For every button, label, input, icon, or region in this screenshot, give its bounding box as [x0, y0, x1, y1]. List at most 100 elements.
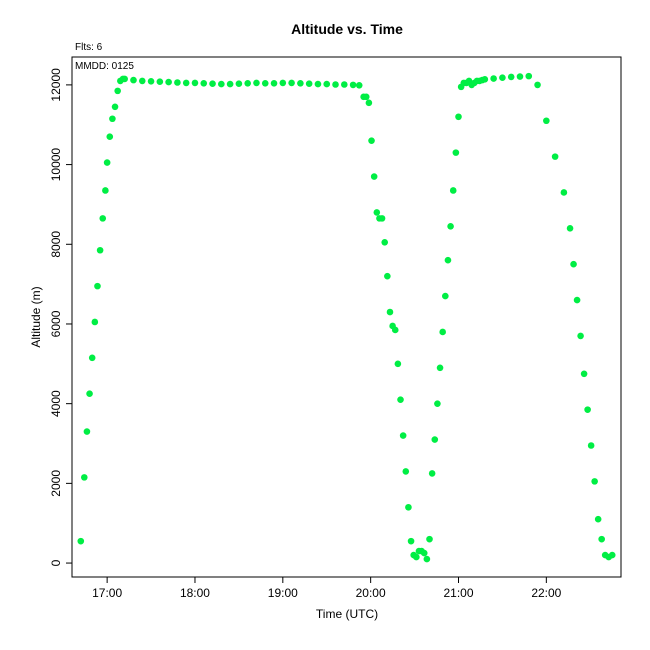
- data-point: [83, 428, 91, 435]
- data-point: [77, 537, 85, 545]
- data-point: [434, 400, 441, 407]
- date-annotation: MMDD: 0125: [75, 61, 134, 72]
- data-point: [442, 292, 449, 300]
- data-point: [99, 215, 107, 222]
- y-tick-label: 0: [49, 559, 63, 566]
- data-point: [130, 76, 137, 84]
- data-point: [551, 153, 559, 160]
- data-point: [226, 80, 234, 88]
- data-point: [355, 81, 363, 89]
- data-point: [91, 318, 99, 326]
- data-point: [452, 149, 460, 156]
- data-point: [426, 535, 433, 543]
- data-point: [397, 396, 404, 403]
- data-point: [305, 80, 313, 87]
- data-point: [362, 93, 370, 101]
- data-point: [423, 555, 431, 563]
- data-point: [428, 470, 436, 477]
- data-point: [94, 282, 101, 290]
- data-point: [499, 74, 506, 82]
- data-point: [399, 432, 407, 439]
- data-point: [455, 113, 462, 121]
- data-point: [431, 436, 439, 443]
- data-point: [368, 137, 375, 144]
- data-point: [573, 296, 581, 304]
- x-tick-label: 20:00: [356, 586, 386, 600]
- data-point: [270, 79, 278, 87]
- data-point: [111, 103, 119, 111]
- data-point: [444, 256, 452, 264]
- plot-frame: [71, 56, 622, 578]
- data-point: [314, 80, 322, 88]
- data-point: [566, 225, 574, 232]
- data-point: [86, 390, 93, 398]
- data-point: [244, 79, 251, 87]
- data-point: [297, 79, 304, 87]
- data-point: [577, 332, 584, 340]
- data-point: [413, 553, 420, 561]
- data-point: [138, 77, 146, 85]
- data-point: [261, 79, 269, 87]
- data-point: [584, 406, 591, 413]
- data-point: [106, 133, 114, 140]
- data-point: [394, 360, 402, 368]
- data-point: [370, 173, 378, 180]
- data-point: [587, 442, 595, 449]
- data-point: [235, 80, 243, 87]
- data-point: [384, 272, 391, 280]
- data-point: [96, 246, 104, 254]
- data-point: [174, 79, 181, 86]
- data-point: [349, 81, 357, 89]
- data-point: [580, 370, 588, 378]
- data-point: [288, 79, 295, 87]
- y-tick-label: 8000: [49, 231, 63, 258]
- data-point: [114, 87, 121, 95]
- data-point: [439, 328, 446, 336]
- data-point: [449, 187, 457, 194]
- data-point: [279, 79, 287, 87]
- data-point: [598, 535, 605, 543]
- data-point: [391, 326, 399, 334]
- data-point: [594, 515, 602, 523]
- data-point: [525, 72, 533, 80]
- data-point: [543, 117, 550, 125]
- data-point: [381, 238, 389, 246]
- data-point: [436, 364, 444, 372]
- x-axis-label: Time (UTC): [316, 607, 378, 621]
- data-point: [103, 159, 111, 166]
- data-point: [447, 223, 454, 230]
- data-point: [80, 474, 88, 481]
- y-tick-label: 10000: [49, 148, 63, 182]
- data-point: [490, 75, 497, 82]
- data-point: [218, 80, 225, 88]
- data-point: [156, 78, 164, 86]
- data-point: [407, 537, 415, 545]
- data-point: [253, 79, 260, 87]
- y-axis: 0 2000 4000 6000 8000 10000 12000: [49, 68, 73, 566]
- flights-annotation: Flts: 6: [75, 42, 103, 53]
- y-tick-label: 6000: [49, 310, 63, 337]
- data-point: [402, 468, 410, 475]
- data-point: [405, 503, 412, 511]
- data-point: [147, 78, 155, 85]
- data-point: [200, 79, 208, 87]
- data-point: [191, 79, 199, 87]
- data-point: [516, 73, 524, 80]
- x-tick-label: 21:00: [443, 586, 473, 600]
- data-point: [608, 551, 616, 559]
- data-point: [209, 80, 216, 87]
- data-point: [182, 79, 190, 87]
- data-point: [534, 81, 541, 89]
- data-point: [102, 187, 109, 194]
- data-point: [560, 189, 568, 196]
- data-point: [373, 209, 381, 216]
- data-point: [507, 73, 515, 81]
- x-axis: 17:00 18:00 19:00 20:00 21:00 22:00: [92, 576, 562, 600]
- data-point: [591, 478, 598, 485]
- data-point: [386, 308, 394, 316]
- y-axis-label: Altitude (m): [29, 286, 43, 347]
- x-tick-label: 22:00: [531, 586, 561, 600]
- x-tick-label: 17:00: [92, 586, 122, 600]
- data-point: [481, 76, 489, 83]
